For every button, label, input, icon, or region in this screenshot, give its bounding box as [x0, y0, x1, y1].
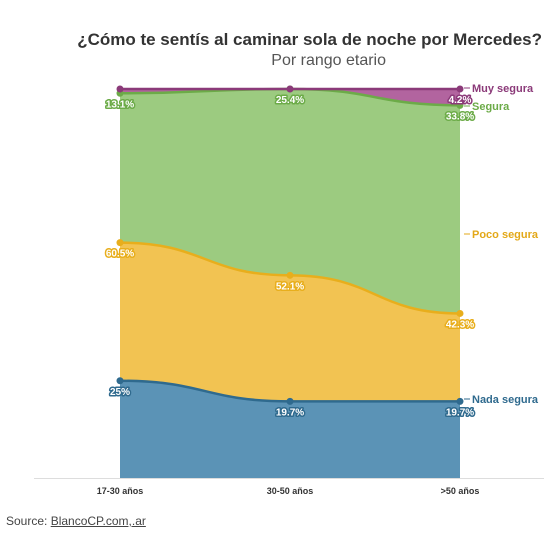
data-label-nada-segura: 19.7% — [276, 407, 304, 418]
data-label-poco-segura: 42.3% — [446, 319, 474, 330]
source-note: Source: BlancoCP.com,.ar — [6, 514, 146, 528]
point-nada-segura — [456, 397, 464, 405]
x-tick-label: >50 años — [441, 486, 480, 496]
series-label-muy-segura: Muy segura — [472, 83, 534, 95]
point-muy-segura — [456, 85, 464, 93]
point-nada-segura — [116, 377, 124, 385]
data-label-muy-segura: 4.2% — [449, 95, 472, 106]
data-label-segura: 25.4% — [276, 95, 304, 106]
x-tick-label: 17-30 años — [97, 486, 144, 496]
point-poco-segura — [456, 309, 464, 317]
source-prefix: Source: — [6, 514, 51, 528]
area-nada-segura — [120, 380, 460, 478]
series-label-nada-segura: Nada segura — [472, 394, 539, 406]
data-label-nada-segura: 19.7% — [446, 407, 474, 418]
source-link[interactable]: BlancoCP.com,.ar — [50, 514, 146, 528]
x-tick-label: 30-50 años — [267, 486, 314, 496]
data-label-segura: 33.8% — [446, 111, 474, 122]
point-poco-segura — [286, 271, 294, 279]
point-segura — [456, 101, 464, 109]
chart-title: ¿Cómo te sentís al caminar sola de noche… — [77, 30, 542, 49]
data-label-nada-segura: 25% — [110, 387, 130, 398]
data-label-segura: 13.1% — [106, 99, 134, 110]
point-poco-segura — [116, 239, 124, 247]
point-nada-segura — [286, 397, 294, 405]
point-muy-segura — [286, 85, 294, 93]
chart-subtitle: Por rango etario — [271, 52, 386, 69]
data-label-poco-segura: 52.1% — [276, 281, 304, 292]
data-label-poco-segura: 60.5% — [106, 249, 134, 260]
series-label-poco-segura: Poco segura — [472, 229, 539, 241]
series-label-segura: Segura — [472, 101, 510, 113]
point-muy-segura — [116, 85, 124, 93]
area-poco-segura — [120, 242, 460, 402]
area-muy-segura — [120, 89, 460, 106]
area-segura — [120, 89, 460, 314]
